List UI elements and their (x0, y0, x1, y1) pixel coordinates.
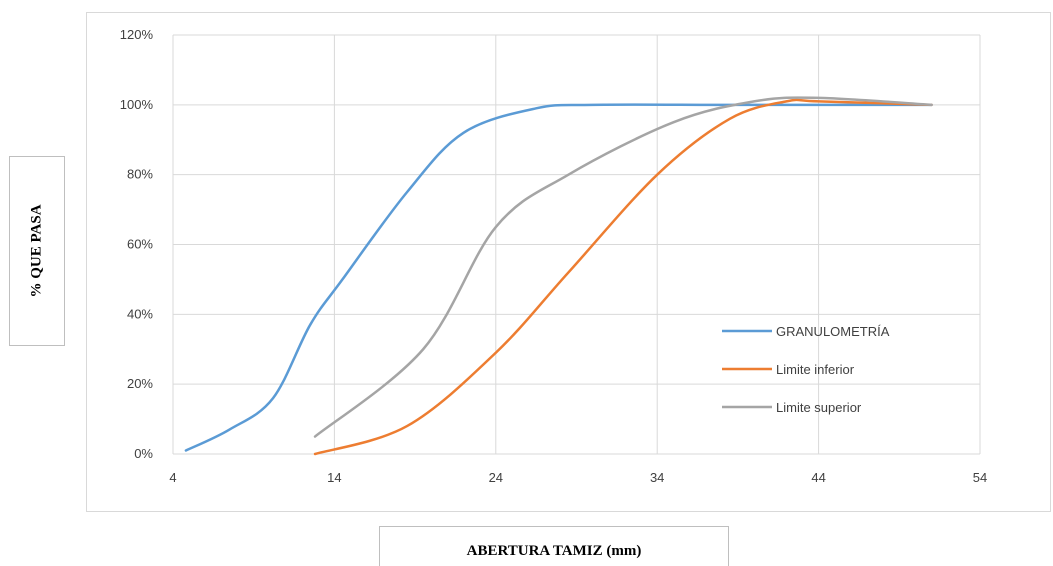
x-tick-label: 4 (169, 470, 176, 485)
series-line-limite-inferior (313, 98, 933, 456)
legend: GRANULOMETRÍA Limite inferior Limite super… (722, 324, 890, 415)
x-axis-title-box: ABERTURA TAMIZ (mm) (379, 526, 729, 566)
gridlines (172, 34, 981, 455)
y-tick-label: 120% (120, 27, 154, 42)
y-tick-label: 60% (127, 237, 153, 252)
x-tick-label: 54 (973, 470, 987, 485)
x-tick-label: 14 (327, 470, 341, 485)
legend-label: Limite inferior (776, 362, 855, 377)
legend-label: Limite superior (776, 400, 862, 415)
y-tick-label: 40% (127, 306, 153, 321)
y-axis-title: % QUE PASA (28, 204, 45, 298)
y-tick-label: 80% (127, 167, 153, 182)
y-axis-title-box: % QUE PASA (9, 156, 65, 346)
series-line-granulometria (184, 103, 933, 452)
axis-ticks: 0% 20% 40% 60% 80% 100% 120% 4 14 24 34 44 54 (120, 27, 987, 485)
series-line-limite-superior (313, 96, 933, 438)
x-tick-label: 44 (811, 470, 825, 485)
y-tick-label: 100% (120, 97, 154, 112)
y-tick-label: 0% (134, 446, 153, 461)
x-axis-title: ABERTURA TAMIZ (mm) (466, 543, 642, 559)
y-tick-label: 20% (127, 376, 153, 391)
legend-label: GRANULOMETRÍA (776, 324, 890, 339)
series-lines (184, 96, 933, 456)
x-tick-label: 24 (489, 470, 503, 485)
x-tick-label: 34 (650, 470, 664, 485)
chart-area (86, 12, 1051, 512)
